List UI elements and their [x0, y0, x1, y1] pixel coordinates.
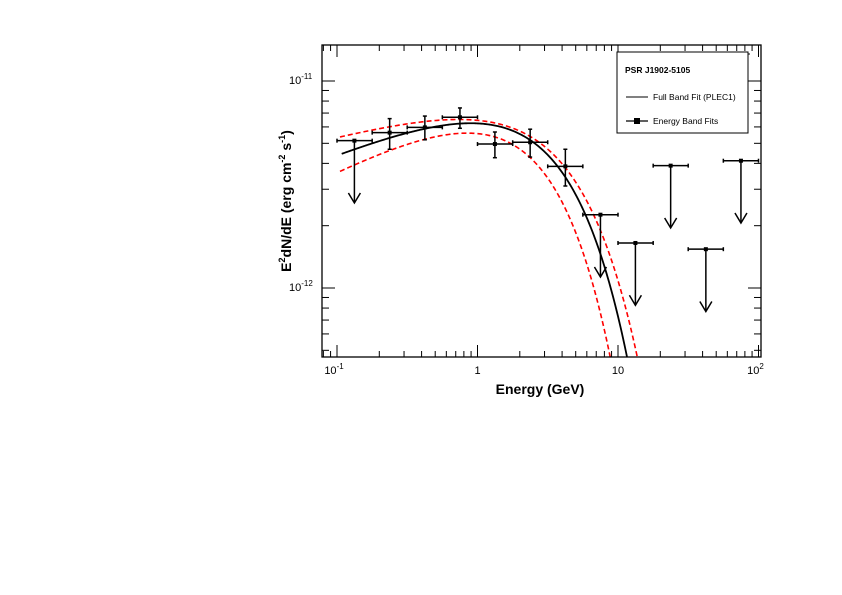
legend-entry-fit: Full Band Fit (PLEC1) [653, 92, 736, 102]
arrow-head [699, 301, 713, 313]
legend-entry-bands: Energy Band Fits [653, 116, 718, 126]
axis-ticks [322, 45, 761, 357]
data-points [336, 107, 760, 313]
data-point [371, 117, 408, 151]
tick-base: 10 [324, 365, 336, 377]
data-point [687, 247, 725, 313]
legend-title: PSR J1902-5105 [625, 65, 690, 75]
data-point [511, 128, 549, 158]
model-curves [339, 118, 639, 357]
tick-base: 10 [747, 365, 759, 377]
data-point [652, 163, 689, 230]
data-point [722, 158, 760, 225]
tick-exp: -1 [337, 362, 345, 371]
y-tick-label: 10-12 [289, 279, 313, 294]
tick-exp: -11 [301, 72, 313, 81]
data-point [546, 148, 584, 187]
data-point [336, 138, 373, 205]
data-point [582, 212, 619, 279]
arrow-head [628, 294, 643, 307]
curve-lower-error [339, 132, 612, 357]
x-tick-label: 102 [747, 362, 764, 377]
x-tick-label: 10 [612, 365, 624, 377]
x-tick-label: 10-1 [324, 362, 344, 377]
arrow-head [347, 192, 362, 205]
data-point [476, 131, 514, 159]
tick-base: 10 [612, 365, 624, 377]
data-point [441, 107, 479, 130]
y-axis-label: E2dN/dE (erg cm-2 s-1) [277, 130, 294, 272]
tick-base: 10 [289, 282, 301, 294]
tick-base: 10 [289, 75, 301, 87]
y-tick-label: 10-11 [289, 72, 313, 87]
curve-upper-error [339, 118, 639, 357]
x-tick-label: 1 [474, 365, 480, 377]
data-point [617, 240, 654, 307]
arrow-head [664, 217, 678, 230]
x-axis-label: Energy (GeV) [496, 381, 585, 397]
tick-base: 1 [474, 365, 480, 377]
arrow-head [734, 212, 748, 225]
plot-frame [321, 44, 762, 358]
data-point [406, 115, 444, 141]
tick-exp: 2 [759, 362, 764, 371]
tick-exp: -12 [301, 279, 313, 288]
arrow-head [593, 266, 608, 279]
legend: PSR J1902-5105 Full Band Fit (PLEC1) Ene… [616, 51, 750, 134]
